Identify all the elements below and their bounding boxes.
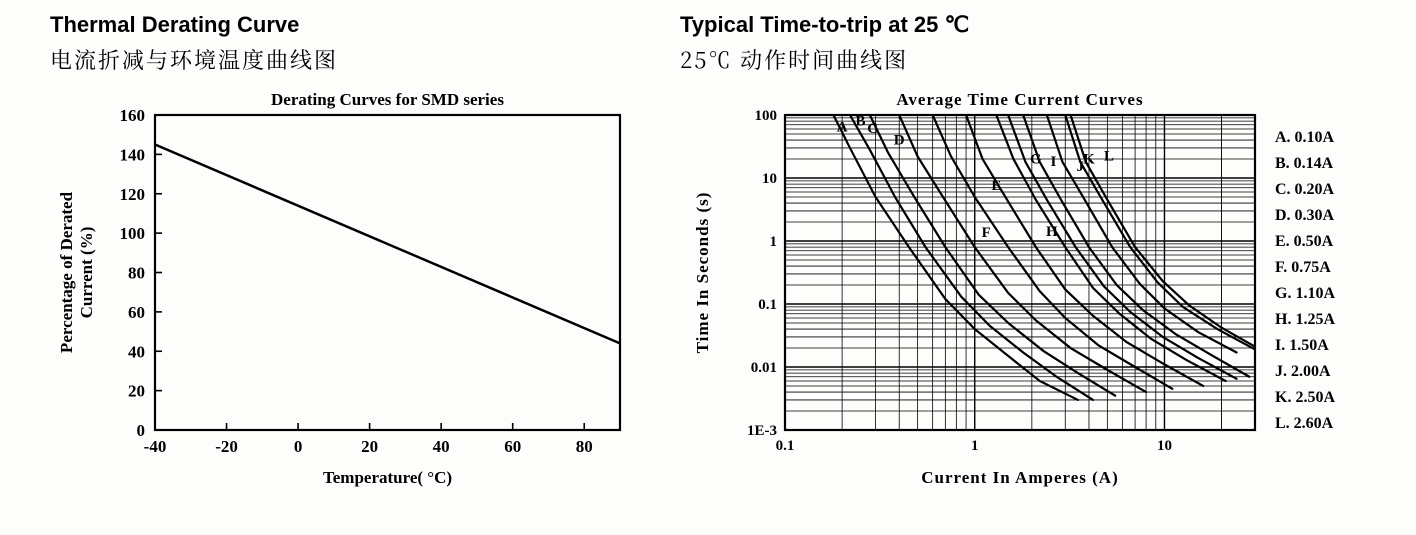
legend-list: A. 0.10AB. 0.14AC. 0.20AD. 0.30AE. 0.50A… — [1275, 125, 1335, 437]
legend-item: K. 2.50A — [1275, 385, 1335, 411]
svg-text:I: I — [1051, 154, 1057, 170]
page: Thermal Derating Curve 电流折减与环境温度曲线图 Dera… — [0, 0, 1416, 535]
svg-text:0: 0 — [294, 437, 303, 456]
svg-text:H: H — [1046, 224, 1058, 240]
svg-text:140: 140 — [120, 145, 146, 164]
svg-text:10: 10 — [1157, 438, 1172, 454]
svg-text:1: 1 — [770, 234, 778, 250]
svg-text:Percentage of Derated: Percentage of Derated — [57, 191, 76, 353]
svg-text:100: 100 — [120, 224, 146, 243]
left-title-cn: 电流折减与环境温度曲线图 — [50, 44, 640, 75]
left-panel: Thermal Derating Curve 电流折减与环境温度曲线图 Dera… — [50, 12, 640, 495]
legend-item: C. 0.20A — [1275, 177, 1335, 203]
svg-text:E: E — [991, 178, 1001, 194]
svg-text:0.1: 0.1 — [776, 438, 795, 454]
right-panel: Typical Time-to-trip at 25 ℃ 25℃ 动作时间曲线图… — [680, 12, 1400, 495]
svg-text:F: F — [982, 225, 991, 241]
svg-text:60: 60 — [504, 437, 521, 456]
svg-text:Average Time Current Curves: Average Time Current Curves — [896, 90, 1143, 109]
right-title-en: Typical Time-to-trip at 25 ℃ — [680, 12, 1400, 38]
time-trip-chart: Average Time Current Curves 0.1 1 10 1E-3 0.0… — [680, 75, 1270, 495]
svg-text:G: G — [1030, 151, 1042, 167]
svg-text:1: 1 — [971, 438, 979, 454]
svg-text:20: 20 — [128, 382, 145, 401]
legend-item: I. 1.50A — [1275, 333, 1335, 359]
svg-text:Time In Seconds (s): Time In Seconds (s) — [693, 192, 712, 354]
svg-text:100: 100 — [755, 108, 778, 124]
legend-item: J. 2.00A — [1275, 359, 1335, 385]
svg-text:40: 40 — [433, 437, 450, 456]
svg-text:60: 60 — [128, 303, 145, 322]
svg-text:L: L — [1104, 148, 1114, 164]
svg-text:K: K — [1083, 151, 1095, 167]
svg-text:-20: -20 — [215, 437, 238, 456]
svg-text:1E-3: 1E-3 — [747, 423, 777, 439]
svg-text:Current (%): Current (%) — [77, 227, 96, 319]
left-title-en: Thermal Derating Curve — [50, 12, 640, 38]
svg-text:160: 160 — [120, 106, 146, 125]
legend-item: B. 0.14A — [1275, 151, 1335, 177]
legend-item: A. 0.10A — [1275, 125, 1335, 151]
svg-text:-40: -40 — [144, 437, 167, 456]
legend-item: D. 0.30A — [1275, 203, 1335, 229]
svg-text:10: 10 — [762, 171, 777, 187]
svg-text:0.1: 0.1 — [758, 297, 777, 313]
svg-text:0.01: 0.01 — [751, 360, 777, 376]
legend-item: G. 1.10A — [1275, 281, 1335, 307]
legend-item: F. 0.75A — [1275, 255, 1335, 281]
legend-item: H. 1.25A — [1275, 307, 1335, 333]
svg-text:80: 80 — [576, 437, 593, 456]
derating-chart: Derating Curves for SMD series 0 20 40 60 80 1… — [50, 75, 640, 495]
legend-item: L. 2.60A — [1275, 411, 1335, 437]
svg-text:B: B — [855, 114, 865, 130]
svg-text:Derating Curves for SMD series: Derating Curves for SMD series — [271, 90, 504, 109]
right-title-cn: 25℃ 动作时间曲线图 — [680, 44, 1400, 75]
svg-text:20: 20 — [361, 437, 378, 456]
svg-text:D: D — [894, 133, 905, 149]
svg-text:C: C — [867, 121, 878, 137]
svg-text:A: A — [837, 119, 848, 135]
svg-text:Current In Amperes (A): Current In Amperes (A) — [921, 468, 1119, 487]
svg-text:40: 40 — [128, 342, 145, 361]
svg-text:Temperature( °C): Temperature( °C) — [323, 468, 452, 487]
legend-item: E. 0.50A — [1275, 229, 1335, 255]
svg-text:80: 80 — [128, 264, 145, 283]
svg-text:120: 120 — [120, 185, 146, 204]
